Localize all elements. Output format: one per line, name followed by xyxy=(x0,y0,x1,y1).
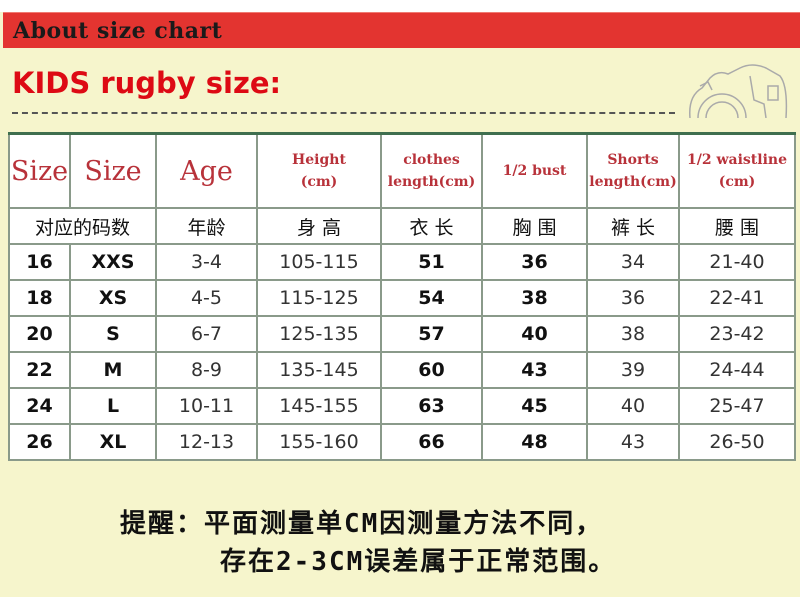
cell-size-letter: XXS xyxy=(69,243,157,281)
dashed-divider xyxy=(12,112,675,114)
cn-header-bust: 胸 围 xyxy=(481,207,588,245)
cell-age: 3-4 xyxy=(155,243,258,281)
table-header-row: Size Size Age Height (cm) clothes length(c… xyxy=(8,132,796,209)
cell-age: 12-13 xyxy=(155,423,258,461)
cell-bust: 36 xyxy=(481,243,588,281)
cell-shorts-length: 36 xyxy=(586,279,680,317)
cell-size-letter: M xyxy=(69,351,157,389)
cn-header-height: 身 高 xyxy=(256,207,382,245)
cell-bust: 43 xyxy=(481,351,588,389)
cell-age: 10-11 xyxy=(155,387,258,425)
cell-size-number: 22 xyxy=(8,351,71,389)
header-unit: length(cm) xyxy=(387,174,476,190)
cell-height: 135-145 xyxy=(256,351,382,389)
cell-size-letter: S xyxy=(69,315,157,353)
table-row: 22 M 8-9 135-145 60 43 39 24-44 xyxy=(8,351,796,389)
header-label: 1/2 waistline xyxy=(687,152,787,168)
cell-shorts-length: 40 xyxy=(586,387,680,425)
table-row: 26 XL 12-13 155-160 66 48 43 26-50 xyxy=(8,423,796,461)
camera-icon xyxy=(689,64,788,118)
cell-clothes-length: 54 xyxy=(380,279,483,317)
cell-clothes-length: 66 xyxy=(380,423,483,461)
header-age: Age xyxy=(155,132,258,209)
cell-clothes-length: 57 xyxy=(380,315,483,353)
cell-waistline: 25-47 xyxy=(678,387,796,425)
cell-waistline: 26-50 xyxy=(678,423,796,461)
header-size-letter: Size xyxy=(69,132,157,209)
note-line-1: 提醒：平面测量单CM因测量方法不同， xyxy=(120,509,604,539)
chinese-header-row: 对应的码数 年龄 身 高 衣 长 胸 围 裤 长 腰 围 xyxy=(8,207,796,245)
cell-size-number: 26 xyxy=(8,423,71,461)
cell-waistline: 21-40 xyxy=(678,243,796,281)
cell-age: 6-7 xyxy=(155,315,258,353)
table-row: 20 S 6-7 125-135 57 40 38 23-42 xyxy=(8,315,796,353)
cell-age: 4-5 xyxy=(155,279,258,317)
cell-waistline: 23-42 xyxy=(678,315,796,353)
cell-clothes-length: 51 xyxy=(380,243,483,281)
page-title: KIDS rugby size: xyxy=(12,66,282,100)
cell-size-number: 20 xyxy=(8,315,71,353)
cell-bust: 48 xyxy=(481,423,588,461)
measurement-note: 提醒：平面测量单CM因测量方法不同， 存在2-3CM误差属于正常范围。 xyxy=(120,505,616,581)
header-height: Height (cm) xyxy=(256,132,382,209)
cell-bust: 40 xyxy=(481,315,588,353)
cell-height: 125-135 xyxy=(256,315,382,353)
cell-height: 145-155 xyxy=(256,387,382,425)
header-half-waistline: 1/2 waistline (cm) xyxy=(678,132,796,209)
cell-bust: 38 xyxy=(481,279,588,317)
cell-size-letter: XL xyxy=(69,423,157,461)
header-label: Age xyxy=(180,155,233,187)
cn-header-size: 对应的码数 xyxy=(8,207,157,245)
cell-size-letter: L xyxy=(69,387,157,425)
table-row: 24 L 10-11 145-155 63 45 40 25-47 xyxy=(8,387,796,425)
cell-size-number: 16 xyxy=(8,243,71,281)
header-label: Shorts xyxy=(607,152,659,168)
header-clothes-length: clothes length(cm) xyxy=(380,132,483,209)
cell-waistline: 22-41 xyxy=(678,279,796,317)
cell-height: 115-125 xyxy=(256,279,382,317)
header-shorts-length: Shorts length(cm) xyxy=(586,132,680,209)
header-label: Height xyxy=(292,152,346,168)
header-label: clothes xyxy=(403,152,460,168)
header-size-number: Size xyxy=(8,132,71,209)
header-unit: (cm) xyxy=(718,174,756,190)
banner: About size chart xyxy=(3,12,800,48)
header-label: 1/2 bust xyxy=(502,163,567,179)
cell-waistline: 24-44 xyxy=(678,351,796,389)
header-label: Size xyxy=(84,155,142,187)
cn-header-clothes-length: 衣 长 xyxy=(380,207,483,245)
cn-header-shorts-length: 裤 长 xyxy=(586,207,680,245)
table-row: 16 XXS 3-4 105-115 51 36 34 21-40 xyxy=(8,243,796,281)
cell-height: 155-160 xyxy=(256,423,382,461)
cell-clothes-length: 60 xyxy=(380,351,483,389)
cell-height: 105-115 xyxy=(256,243,382,281)
table-row: 18 XS 4-5 115-125 54 38 36 22-41 xyxy=(8,279,796,317)
cell-shorts-length: 38 xyxy=(586,315,680,353)
cell-size-number: 24 xyxy=(8,387,71,425)
header-unit: (cm) xyxy=(300,174,338,190)
cell-bust: 45 xyxy=(481,387,588,425)
size-chart-table: Size Size Age Height (cm) clothes length(c… xyxy=(8,132,796,461)
banner-title: About size chart xyxy=(13,18,223,44)
header-unit: length(cm) xyxy=(589,174,677,190)
cell-size-number: 18 xyxy=(8,279,71,317)
top-margin xyxy=(0,0,800,12)
cn-header-age: 年龄 xyxy=(155,207,258,245)
cell-age: 8-9 xyxy=(155,351,258,389)
header-label: Size xyxy=(10,155,69,187)
cn-header-waistline: 腰 围 xyxy=(678,207,796,245)
header-half-bust: 1/2 bust xyxy=(481,132,588,209)
cell-shorts-length: 39 xyxy=(586,351,680,389)
note-line-2: 存在2-3CM误差属于正常范围。 xyxy=(220,547,617,577)
cell-size-letter: XS xyxy=(69,279,157,317)
cell-shorts-length: 34 xyxy=(586,243,680,281)
cell-shorts-length: 43 xyxy=(586,423,680,461)
cell-clothes-length: 63 xyxy=(380,387,483,425)
